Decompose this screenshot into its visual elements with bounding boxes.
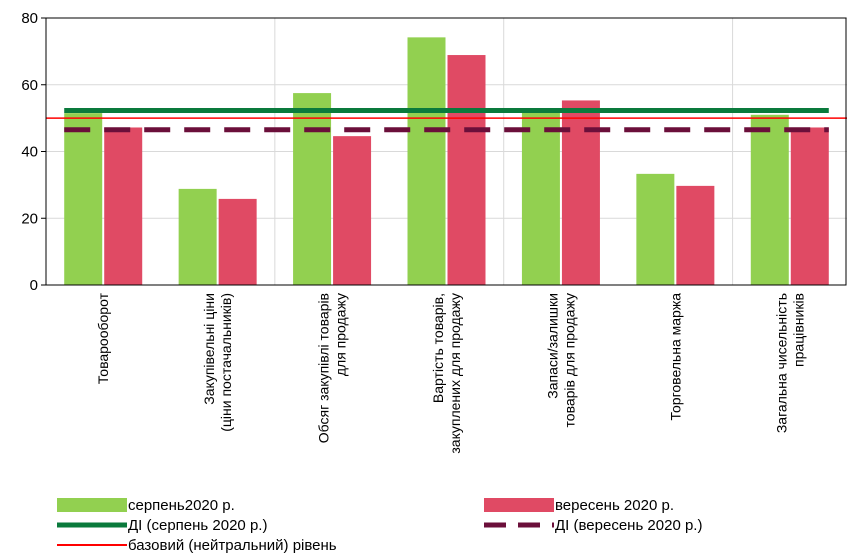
category-label: Обсяг закупівлі товарів — [316, 293, 332, 443]
category-label: Торговельна маржа — [667, 293, 683, 421]
legend-label-2: ДІ (серпень 2020 р.) — [128, 517, 267, 534]
legend-label-0: серпень2020 р. — [128, 497, 235, 514]
category-label: Запаси/залишки — [544, 293, 560, 399]
bar-september-2 — [333, 136, 372, 285]
y-tick-label: 20 — [21, 210, 38, 227]
category-label: Загальна чисельність — [773, 293, 789, 433]
bar-august-2 — [293, 93, 332, 285]
category-label: закуплених для продажу — [447, 293, 463, 454]
category-label: працівників — [790, 293, 806, 367]
y-tick-label: 80 — [21, 10, 38, 27]
y-tick-label: 40 — [21, 144, 38, 161]
legend-swatch-1 — [484, 498, 554, 512]
bar-september-1 — [218, 198, 257, 285]
bar-august-5 — [636, 173, 675, 285]
bar-august-1 — [178, 188, 217, 285]
category-label: Вартість товарів, — [430, 293, 446, 403]
legend-label-1: вересень 2020 р. — [555, 497, 674, 514]
reference-lines — [46, 107, 847, 133]
bar-august-6 — [750, 114, 789, 285]
y-tick-labels: 0 20 40 60 80 — [21, 10, 38, 294]
category-label: для продажу — [333, 293, 349, 376]
bar-august-0 — [64, 113, 103, 286]
category-label: (ціни постачальників) — [218, 293, 234, 432]
category-label: Товарооборот — [95, 292, 111, 384]
bar-september-5 — [676, 185, 715, 285]
legend: серпень2020 р. вересень 2020 р. ДІ (серпен… — [57, 497, 702, 554]
bar-september-0 — [104, 127, 143, 285]
bar-august-4 — [521, 109, 560, 285]
legend-label-4: базовий (нейтральний) рівень — [128, 537, 337, 554]
legend-swatch-0 — [57, 498, 127, 512]
bars — [64, 37, 829, 286]
bar-september-6 — [790, 127, 829, 285]
y-tick-label: 0 — [30, 277, 38, 294]
grid — [46, 17, 847, 285]
bar-august-3 — [407, 37, 446, 285]
category-label: Закупівельні ціни — [201, 293, 217, 405]
category-labels: Товарооборот Закупівельні ціни (ціни поста… — [95, 292, 806, 453]
category-label: товарів для продажу — [561, 293, 577, 427]
bar-september-3 — [447, 55, 486, 285]
axes — [41, 17, 847, 286]
legend-label-3: ДІ (вересень 2020 р.) — [555, 517, 702, 534]
y-tick-label: 60 — [21, 77, 38, 94]
